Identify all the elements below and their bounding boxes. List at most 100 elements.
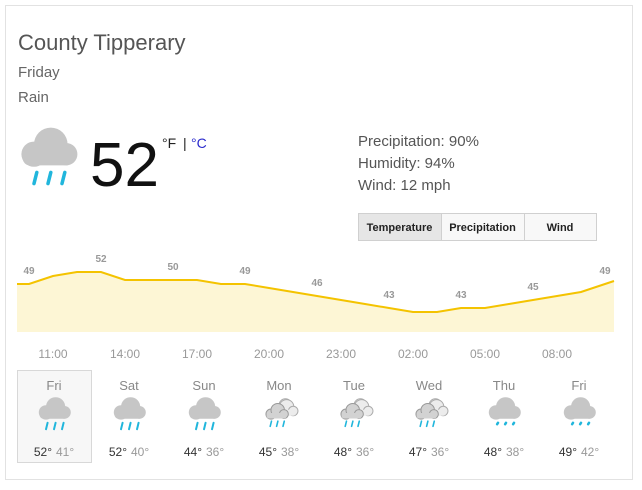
precipitation: Precipitation: 90% bbox=[358, 133, 479, 150]
low: 42° bbox=[581, 445, 599, 459]
low: 41° bbox=[56, 445, 74, 459]
tab-bar: Temperature Precipitation Wind bbox=[358, 213, 597, 241]
day-icon bbox=[415, 398, 449, 428]
day-icon bbox=[563, 397, 596, 428]
current-temperature: 52 bbox=[90, 131, 159, 200]
drop bbox=[569, 421, 575, 428]
day-column[interactable]: Wed 47° 36° bbox=[409, 378, 450, 459]
unit-c[interactable]: °C bbox=[191, 135, 207, 151]
cloud-base bbox=[564, 410, 594, 419]
tab-label[interactable]: Wind bbox=[547, 222, 574, 234]
drop bbox=[357, 420, 361, 428]
current-icon bbox=[21, 127, 78, 186]
drop bbox=[45, 421, 49, 431]
tab[interactable] bbox=[441, 213, 525, 241]
humidity: Humidity: 94% bbox=[358, 155, 455, 172]
temperature-label: 49 bbox=[23, 266, 35, 277]
drop bbox=[120, 421, 124, 431]
day-name: Fri bbox=[46, 378, 61, 393]
high: 47° bbox=[409, 445, 427, 459]
time-label: 17:00 bbox=[182, 347, 212, 361]
day-icon bbox=[188, 397, 221, 431]
time-label: 20:00 bbox=[254, 347, 284, 361]
time-label: 02:00 bbox=[398, 347, 428, 361]
cloud-base bbox=[489, 410, 519, 419]
day-name: Wed bbox=[416, 378, 443, 393]
low: 38° bbox=[281, 445, 299, 459]
drop bbox=[344, 420, 348, 428]
high: 48° bbox=[334, 445, 352, 459]
low: 36° bbox=[431, 445, 449, 459]
drop bbox=[425, 420, 429, 428]
tab-label[interactable]: Temperature bbox=[367, 222, 433, 234]
day: Friday bbox=[18, 64, 60, 81]
day-name: Sun bbox=[192, 378, 215, 393]
day-column[interactable]: Mon 45° 38° bbox=[259, 378, 300, 459]
temperature-label: 49 bbox=[239, 266, 251, 277]
temperature-label: 46 bbox=[311, 278, 323, 289]
day-name: Sat bbox=[119, 378, 139, 393]
drop bbox=[510, 421, 516, 428]
day-icon bbox=[340, 398, 374, 428]
temperature-chart: 49 52 50 49 46 43 43 45 49 11:00 14:00 17:00 20:00 23… bbox=[17, 254, 615, 361]
unit-f[interactable]: °F bbox=[162, 135, 176, 151]
drop bbox=[269, 420, 273, 428]
day-column[interactable]: Fri 49° 42° bbox=[559, 378, 600, 459]
low: 36° bbox=[356, 445, 374, 459]
tab-label[interactable]: Precipitation bbox=[449, 222, 516, 234]
drop bbox=[60, 170, 67, 186]
day-name: Mon bbox=[266, 378, 291, 393]
cloud-base bbox=[39, 410, 69, 419]
high: 45° bbox=[259, 445, 277, 459]
time-label: 14:00 bbox=[110, 347, 140, 361]
drop bbox=[432, 420, 436, 428]
high: 49° bbox=[559, 445, 577, 459]
drop bbox=[502, 421, 508, 428]
day-icon bbox=[265, 398, 299, 428]
day-icon bbox=[488, 397, 521, 428]
drop bbox=[282, 420, 286, 428]
cloud-base bbox=[416, 412, 437, 419]
drop bbox=[61, 421, 65, 431]
drop bbox=[350, 420, 354, 428]
drop bbox=[203, 421, 207, 431]
temperature-label: 43 bbox=[383, 290, 395, 301]
day-column[interactable]: Tue 48° 36° bbox=[334, 378, 375, 459]
drop bbox=[128, 421, 132, 431]
temperature-line bbox=[17, 271, 615, 313]
time-label: 23:00 bbox=[326, 347, 356, 361]
day-column[interactable]: Fri 52° 41° bbox=[17, 370, 92, 463]
high: 48° bbox=[484, 445, 502, 459]
day-column[interactable]: Thu 48° 38° bbox=[484, 378, 525, 459]
cloud-base bbox=[341, 412, 362, 419]
high: 52° bbox=[34, 445, 52, 459]
drop bbox=[46, 170, 53, 186]
drop bbox=[195, 421, 199, 431]
forecast: Fri 52° 41° Sat 52° 40° Sun 44° 36° Mon 45° 38° Tue 4… bbox=[17, 370, 600, 463]
temperature-label: 50 bbox=[167, 262, 179, 273]
day-column[interactable]: Sun 44° 36° bbox=[184, 378, 225, 459]
day-icon bbox=[38, 397, 71, 431]
time-label: 11:00 bbox=[38, 347, 67, 361]
drop bbox=[577, 421, 583, 428]
location: County Tipperary bbox=[18, 30, 186, 55]
drop bbox=[32, 170, 39, 186]
day-name: Fri bbox=[571, 378, 586, 393]
low: 36° bbox=[206, 445, 224, 459]
day-column[interactable]: Sat 52° 40° bbox=[109, 378, 150, 459]
tab[interactable] bbox=[524, 213, 597, 241]
time-label: 05:00 bbox=[470, 347, 500, 361]
temperature-label: 52 bbox=[95, 254, 107, 265]
drop bbox=[211, 421, 215, 431]
cloud-base bbox=[189, 410, 219, 419]
day-icon bbox=[113, 397, 146, 431]
condition: Rain bbox=[18, 89, 49, 106]
drop bbox=[494, 421, 500, 428]
tab[interactable] bbox=[358, 213, 442, 241]
temperature-label: 49 bbox=[599, 266, 611, 277]
day-name: Thu bbox=[493, 378, 515, 393]
low: 40° bbox=[131, 445, 149, 459]
cloud-base bbox=[22, 151, 74, 166]
